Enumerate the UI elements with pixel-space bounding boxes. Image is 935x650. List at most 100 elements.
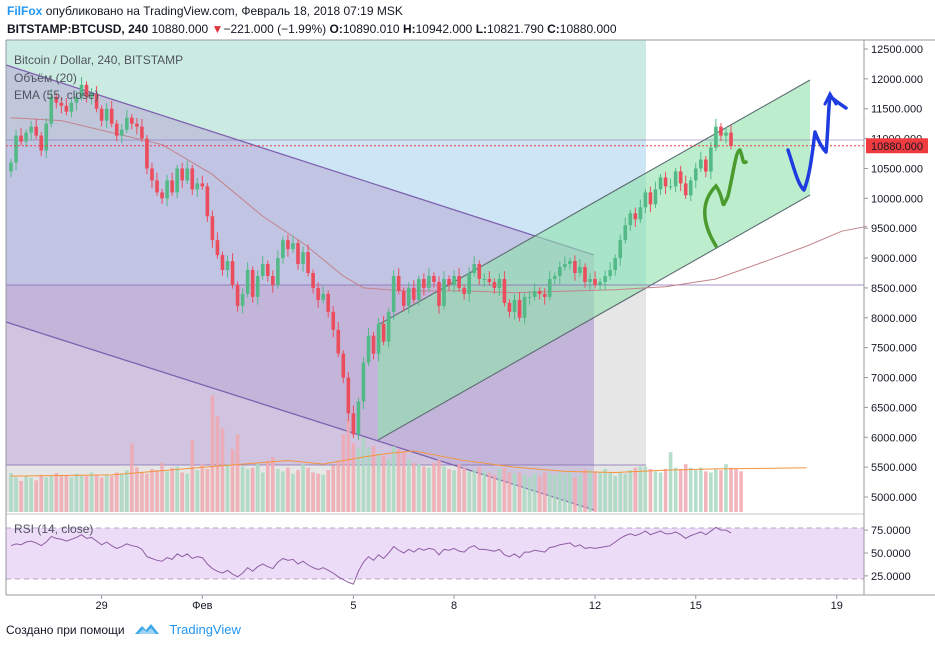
volume-bar — [336, 460, 341, 512]
volume-bar — [235, 434, 240, 512]
volume-bar — [44, 477, 49, 512]
price-tick-label: 5500.000 — [871, 462, 917, 474]
volume-bar — [84, 476, 89, 512]
rsi-axis[interactable]: 75.0000 50.0000 25.0000 — [864, 525, 911, 583]
volume-bar — [462, 467, 466, 512]
volume-bar — [311, 472, 315, 512]
volume-bar — [346, 419, 351, 512]
candle-down — [109, 100, 114, 128]
volume-bar — [558, 472, 562, 512]
main-legend: Bitcoin / Dollar, 240, BITSTAMP Объём (2… — [14, 53, 183, 102]
volume-bar — [678, 468, 683, 512]
candle-down — [220, 251, 225, 276]
volume-bar — [195, 470, 200, 512]
candle-down — [54, 93, 59, 109]
volume-bar — [492, 474, 497, 512]
volume-bar — [628, 470, 633, 512]
volume-bar — [497, 468, 502, 512]
price-axis[interactable]: 12500.00012000.00011500.00011000.0001050… — [864, 44, 923, 504]
candle-down — [346, 371, 351, 422]
price-tick-label: 12000.000 — [871, 74, 923, 86]
time-axis[interactable]: 29 Фев 5 8 12 15 19 — [96, 595, 843, 612]
candle-up — [472, 256, 477, 277]
candle-down — [210, 210, 215, 248]
volume-bar — [412, 462, 416, 512]
legend-ema: EMA (55, close) — [14, 88, 99, 102]
candle-down — [94, 86, 99, 113]
author-name[interactable]: FilFox — [7, 4, 43, 18]
volume-bar — [653, 471, 658, 512]
candle-up — [240, 288, 245, 314]
blue-arrow-head-icon — [823, 90, 838, 106]
candle-down — [84, 81, 89, 103]
volume-bar — [552, 474, 557, 512]
volume-ma-polyline — [10, 450, 807, 477]
candle-down — [487, 271, 492, 286]
volume-bar — [537, 476, 542, 512]
symbol-line: BITSTAMP:BTCUSD, 240 10880.000 ▼−221.000… — [7, 22, 617, 36]
volume-bar — [271, 456, 275, 512]
volume-bar — [568, 472, 572, 512]
volume-bar — [175, 466, 179, 512]
volume-bar — [734, 468, 738, 512]
background-layer — [5, 40, 864, 512]
volume-bar — [608, 472, 612, 512]
volume-bar — [59, 474, 64, 512]
price-tick-label: 7000.000 — [871, 373, 917, 385]
volume-bar — [432, 462, 436, 512]
volume-bar — [517, 472, 522, 512]
published-info: опубликовано на TradingView.com, Февраль… — [45, 4, 403, 18]
candle-up — [623, 217, 628, 244]
candle-up — [9, 158, 13, 178]
candle-up — [356, 397, 361, 440]
candles — [9, 77, 733, 440]
volume-bar — [704, 471, 708, 512]
price-tick-label: 12500.000 — [871, 44, 923, 56]
legend-main: Bitcoin / Dollar, 240, BITSTAMP — [14, 53, 183, 67]
volume-bars — [9, 395, 743, 512]
candle-down — [311, 269, 315, 294]
candle-up — [618, 234, 623, 266]
rsi-pane: RSI (14, close) — [6, 513, 864, 585]
volume-bar — [14, 477, 18, 512]
volume-bar — [34, 480, 38, 512]
candle-down — [537, 287, 542, 300]
candle-down — [517, 292, 522, 322]
candle-up — [522, 293, 527, 324]
last-price-tag: 10880.000 — [866, 138, 928, 154]
candle-down — [381, 316, 386, 346]
candle-up — [391, 270, 396, 320]
volume-bar — [301, 464, 305, 512]
volume-bar — [668, 452, 673, 512]
candle-up — [467, 267, 471, 302]
candle-up — [125, 109, 129, 134]
volume-bar — [477, 466, 482, 512]
volume-bar — [487, 472, 492, 512]
volume-bar — [688, 467, 693, 512]
candle-up — [673, 167, 678, 193]
volume-bar — [578, 474, 582, 512]
candle-down — [205, 182, 210, 222]
volume-bar — [215, 416, 220, 512]
price-tick-label: 9500.000 — [871, 223, 917, 235]
volume-bar — [54, 473, 59, 512]
candle-up — [79, 77, 84, 101]
tradingview-link[interactable]: TradingView — [169, 622, 241, 637]
volume-bar — [245, 468, 250, 512]
volume-bar — [683, 464, 688, 512]
candle-up — [568, 257, 572, 270]
volume-bar — [130, 443, 134, 512]
candle-down — [230, 253, 235, 289]
candle-up — [225, 255, 230, 278]
ascending-channel — [378, 80, 810, 440]
volume-bar — [613, 476, 617, 512]
candle-down — [331, 306, 336, 338]
candle-down — [286, 234, 290, 257]
candle-down — [437, 276, 441, 314]
change-arrow-icon: ▼ — [211, 22, 224, 36]
candle-down — [412, 280, 416, 304]
candle-up — [74, 91, 79, 111]
candle-up — [185, 160, 190, 184]
volume-bar — [714, 468, 718, 512]
